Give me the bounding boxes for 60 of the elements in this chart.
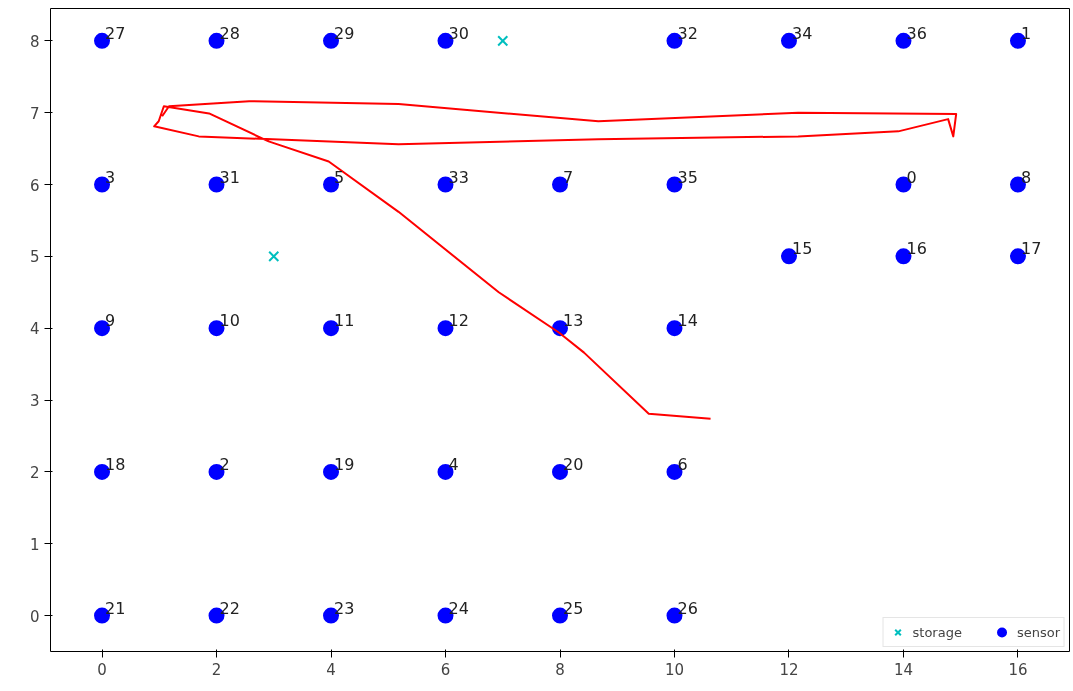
annotation: 17 xyxy=(1020,239,1042,259)
annotation: 4 xyxy=(448,454,459,474)
y-tick-label: 0 xyxy=(29,607,40,626)
annotation: 19 xyxy=(334,454,355,474)
annotation: 3 xyxy=(105,167,116,187)
y-tick-label: 4 xyxy=(29,320,40,339)
x-tick-label: 10 xyxy=(664,660,685,679)
annotation: 12 xyxy=(448,311,469,331)
annotation: 18 xyxy=(105,454,126,474)
annotation: 6 xyxy=(677,454,688,474)
legend-label: sensor xyxy=(1016,624,1060,640)
y-tick-label: 8 xyxy=(29,32,40,51)
annotation: 22 xyxy=(219,598,240,618)
annotation: 31 xyxy=(219,167,240,187)
y-tick-label: 2 xyxy=(29,463,40,482)
x-tick-label: 4 xyxy=(326,660,336,679)
annotation: 10 xyxy=(219,311,240,331)
y-tick-label: 1 xyxy=(29,535,40,554)
y-tick-label: 5 xyxy=(29,248,40,267)
annotation: 5 xyxy=(334,167,345,187)
legend-label: storage xyxy=(912,624,962,640)
point xyxy=(497,35,509,47)
annotation: 1 xyxy=(1020,23,1032,43)
annotation: 28 xyxy=(219,23,240,43)
annotation: 26 xyxy=(677,598,698,618)
x-tick-label: 12 xyxy=(779,660,799,679)
annotation: 9 xyxy=(105,311,116,331)
annotation: 29 xyxy=(334,23,355,43)
y-tick-label: 3 xyxy=(29,392,40,411)
annotation: 36 xyxy=(906,23,927,43)
x-tick-label: 0 xyxy=(97,660,107,679)
x-tick-label: 16 xyxy=(1008,660,1028,679)
x-tick-label: 14 xyxy=(893,660,914,679)
annotation: 11 xyxy=(334,311,355,331)
annotation: 24 xyxy=(448,598,469,618)
annotation: 30 xyxy=(448,23,469,43)
annotation: 33 xyxy=(448,167,469,187)
x-tick-label: 6 xyxy=(440,660,451,679)
annotation: 32 xyxy=(677,23,698,43)
y-tick-label: 7 xyxy=(29,104,40,123)
annotation: 0 xyxy=(906,167,917,187)
point xyxy=(268,250,280,262)
line-series xyxy=(153,100,958,420)
x-tick-label: 2 xyxy=(211,660,222,679)
y-tick-label: 6 xyxy=(29,176,40,195)
x-tick-label: 8 xyxy=(555,660,565,679)
annotation: 34 xyxy=(791,23,813,43)
annotation: 8 xyxy=(1020,167,1032,187)
annotation: 15 xyxy=(791,239,813,259)
annotation: 35 xyxy=(677,167,698,187)
annotation: 20 xyxy=(563,454,584,474)
annotation: 16 xyxy=(906,239,927,259)
annotation: 21 xyxy=(105,598,126,618)
annotation: 25 xyxy=(563,598,584,618)
annotation: 14 xyxy=(677,311,698,331)
annotation: 2 xyxy=(219,454,230,474)
annotation: 23 xyxy=(334,598,355,618)
annotation: 7 xyxy=(563,167,574,187)
annotation: 13 xyxy=(563,311,584,331)
annotation: 27 xyxy=(105,23,126,43)
